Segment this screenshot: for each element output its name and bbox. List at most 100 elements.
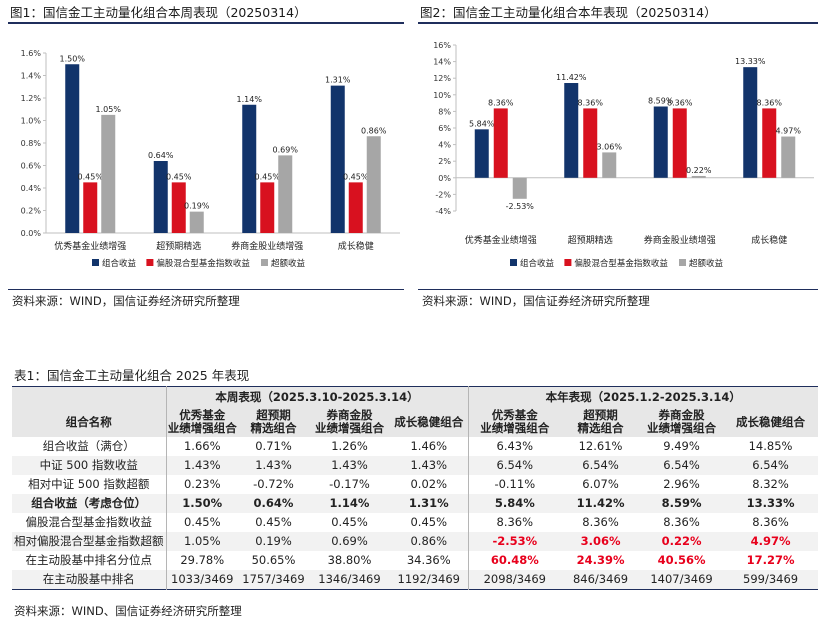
- table-cell: 6.07%: [582, 477, 619, 491]
- legend-swatch: [510, 259, 517, 266]
- y-tick-label: -2%: [435, 190, 451, 199]
- data-label: 1.31%: [325, 76, 351, 85]
- data-label: 8.36%: [488, 98, 514, 107]
- table-row: 偏股混合型基金指数收益 0.45% 0.45% 0.45% 0.45% 8.36% 8.36…: [12, 513, 818, 532]
- col-header: 优秀基金 业绩增强组合: [165, 407, 238, 437]
- table-cell: 0.69%: [309, 532, 390, 551]
- legend-swatch: [679, 259, 686, 266]
- legend-swatch: [261, 259, 268, 266]
- table-cell: 1.31%: [390, 494, 469, 513]
- table-cell: 8.36%: [752, 515, 789, 529]
- table-cell: 60.48%: [467, 551, 562, 570]
- col-header: 成长稳健组合: [390, 407, 469, 437]
- bar: [762, 108, 777, 178]
- figure-2-top-rule: [418, 22, 818, 24]
- table-cell: 0.02%: [410, 477, 448, 491]
- table-row-label: 组合收益（考虑仓位）: [12, 494, 166, 513]
- table-cell: 8.36%: [467, 513, 562, 532]
- table-row-label: 偏股混合型基金指数收益: [25, 515, 153, 529]
- data-label: 0.69%: [273, 145, 299, 154]
- x-category-label: 超预期精选: [568, 234, 613, 246]
- bar: [493, 108, 508, 178]
- table-row: 相对偏股混合型基金指数超额 1.05% 0.19% 0.69% 0.86% -2.53% 3…: [12, 532, 819, 551]
- table-cell: 1.46%: [410, 439, 448, 453]
- y-tick-label: 0.6%: [21, 162, 42, 171]
- table-cell: 846/3469: [561, 570, 641, 590]
- table-cell: 12.61%: [578, 439, 623, 453]
- bar: [583, 108, 598, 178]
- table-cell: 1.43%: [238, 456, 309, 475]
- table-cell: 4.97%: [723, 532, 819, 551]
- data-label: 8.59%: [648, 97, 674, 106]
- legend-label: 组合收益: [102, 258, 137, 269]
- y-tick-label: 12%: [433, 74, 451, 83]
- bar: [653, 106, 668, 178]
- table-cell: 1.05%: [165, 532, 238, 551]
- bar: [564, 83, 579, 178]
- table-cell: 24.39%: [576, 553, 625, 567]
- bar: [743, 67, 758, 178]
- table-cell: 14.85%: [748, 439, 793, 453]
- table-cell: 38.80%: [327, 553, 372, 567]
- y-tick-label: 16%: [433, 41, 451, 50]
- data-label: 0.19%: [184, 202, 210, 211]
- table-cell: 1346/3469: [309, 570, 390, 590]
- data-label: 1.50%: [60, 54, 86, 63]
- x-category-label: 优秀基金业绩增强: [54, 240, 126, 252]
- data-label: 1.14%: [237, 95, 263, 104]
- col-header: 超预期 精选组合: [238, 407, 309, 437]
- table-cell: 17.27%: [746, 553, 795, 567]
- figure-2-title: 图2：国信金工主动量化组合本年表现（20250314）: [420, 5, 717, 20]
- data-label: 11.42%: [556, 73, 587, 82]
- table-row-label: 相对偏股混合型基金指数超额: [12, 532, 166, 551]
- table-cell: -0.11%: [467, 475, 562, 494]
- figure-2-source: 资料来源：WIND，国信证券经济研究所整理: [422, 294, 650, 308]
- data-label: 0.45%: [255, 172, 281, 181]
- table-corner-cell: [12, 386, 166, 407]
- table-cell: 0.45%: [255, 515, 292, 529]
- data-label: 4.97%: [776, 127, 802, 136]
- data-label: 13.33%: [735, 57, 766, 66]
- table-cell: 1.43%: [390, 456, 469, 475]
- table-cell: 3.06%: [561, 532, 641, 551]
- group-header-weekly: 本周表现（2025.3.10-2025.3.14）: [165, 386, 469, 407]
- table-row: 在主动股基中排名 1033/3469 1757/3469 1346/3469 1192/…: [12, 570, 819, 590]
- bar: [189, 211, 204, 233]
- legend-swatch: [92, 259, 99, 266]
- table-cell: 6.54%: [467, 456, 562, 475]
- table-cell: 6.54%: [640, 456, 724, 475]
- bar: [153, 161, 168, 233]
- table-cell: 5.84%: [467, 494, 562, 513]
- bar: [171, 182, 186, 233]
- bar: [691, 175, 706, 178]
- y-tick-label: 4%: [438, 141, 451, 150]
- table-cell: 2098/3469: [467, 570, 562, 590]
- table-cell: 1.66%: [165, 437, 238, 456]
- row-header-label: 组合名称: [12, 407, 166, 437]
- table-cell: 8.32%: [752, 477, 789, 491]
- bar: [83, 182, 98, 233]
- table-cell: 0.19%: [238, 532, 309, 551]
- data-label: 8.36%: [578, 98, 604, 107]
- table-cell: 50.65%: [251, 553, 296, 567]
- bar: [512, 177, 527, 199]
- y-tick-label: 6%: [438, 124, 451, 133]
- table-cell: 1033/3469: [165, 570, 238, 590]
- table-1-source: 资料来源：WIND、国信证券经济研究所整理: [14, 604, 242, 618]
- col-header: 券商金股 业绩增强组合: [309, 407, 390, 437]
- table-column-header-row: 组合名称 优秀基金 业绩增强组合 超预期 精选组合 券商金股 业绩增强组合 成长稳健组…: [12, 407, 819, 437]
- x-category-label: 券商金股业绩增强: [231, 240, 303, 252]
- table-cell: 0.45%: [165, 513, 238, 532]
- legend-label: 超额收益: [271, 258, 306, 269]
- table-cell: -0.17%: [329, 477, 370, 491]
- performance-table: 本周表现（2025.3.10-2025.3.14） 本年表现（2025.1.2-…: [12, 386, 819, 590]
- legend-label: 偏股混合型基金指数收益: [574, 258, 668, 269]
- table-cell: 1.43%: [165, 456, 238, 475]
- bar: [672, 108, 687, 178]
- table-row-label: 在主动股基中排名: [12, 570, 166, 590]
- bar: [242, 104, 257, 233]
- group-header-ytd: 本年表现（2025.1.2-2025.3.14）: [467, 386, 819, 407]
- chart-1-weekly-performance: 0.0% 0.2% 0.4% 0.6% 0.8% 1.0% 1.2% 1.4% 1.6% 优秀基金…: [21, 49, 400, 269]
- table-cell: 0.22%: [640, 532, 724, 551]
- col-header: 成长稳健组合: [723, 407, 819, 437]
